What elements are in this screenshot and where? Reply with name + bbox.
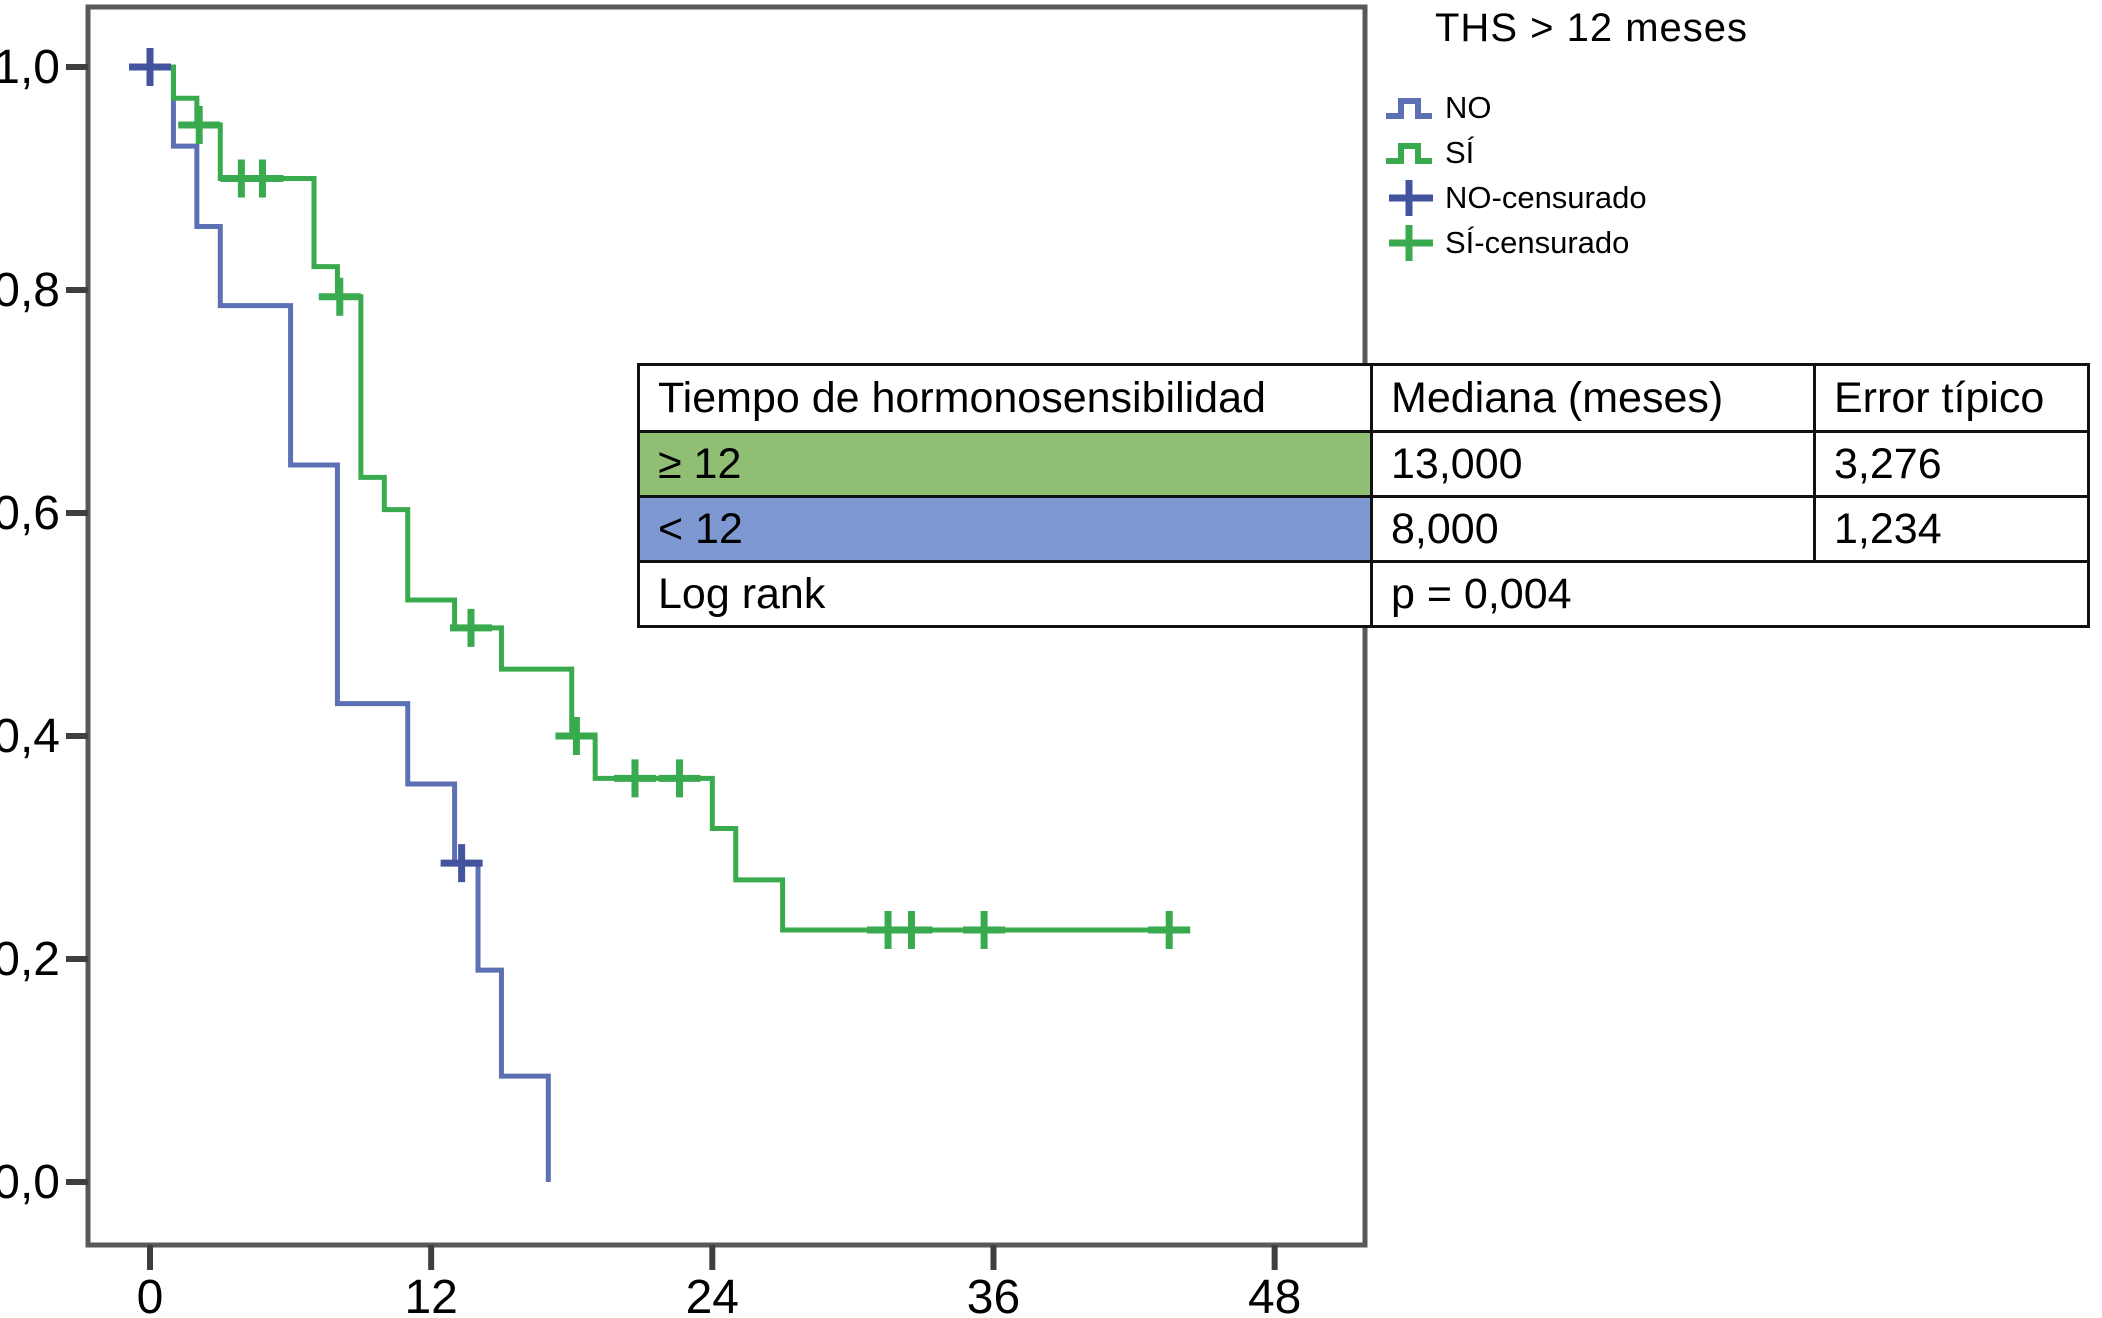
header-mediana: Mediana (meses) — [1370, 363, 1816, 433]
censor-mark-sí — [963, 911, 1006, 950]
y-tick-label: 0,0 — [0, 1156, 60, 1209]
x-tick-label: 24 — [686, 1271, 739, 1318]
x-tick-label: 12 — [404, 1271, 457, 1318]
group-ge12-error: 3,276 — [1813, 430, 2090, 498]
censor-mark-no — [129, 48, 171, 86]
header-ths: Tiempo de hormonosensibilidad — [637, 363, 1373, 433]
table-row-logrank: Log rank p = 0,004 — [637, 560, 2090, 628]
censor-mark-sí — [178, 105, 221, 144]
legend-item-si-censored: SÍ-censurado — [1383, 220, 1943, 265]
group-lt12-label: < 12 — [637, 495, 1373, 563]
table-row-lt12: < 12 8,000 1,234 — [637, 495, 2090, 563]
censor-mark-sí — [318, 277, 361, 316]
censor-mark-sí — [1148, 911, 1191, 950]
step-line-icon — [1386, 142, 1432, 164]
plus-censor-icon — [1389, 179, 1433, 216]
survival-curve-sí — [150, 64, 1181, 933]
legend-item-label: SÍ-censurado — [1445, 224, 1630, 260]
legend-item-label: NO-censurado — [1445, 179, 1647, 215]
legend-item-no: NO — [1383, 85, 1943, 130]
plus-censor-icon — [1389, 224, 1433, 261]
x-tick-label: 48 — [1248, 1271, 1301, 1318]
survival-curve-no — [150, 64, 551, 1182]
x-tick-label: 0 — [137, 1271, 164, 1318]
legend-item-label: SÍ — [1445, 134, 1475, 170]
censor-mark-no — [440, 844, 483, 883]
table-header-row: Tiempo de hormonosensibilidad Mediana (m… — [637, 363, 2090, 433]
legend: THS > 12 meses NO SÍ NO-censurado SÍ-cen… — [1383, 6, 1943, 265]
group-lt12-error: 1,234 — [1813, 495, 2090, 563]
y-axis: 1,0 0,8 0,6 0,4 0,2 0,0 — [0, 41, 88, 1209]
legend-title: THS > 12 meses — [1435, 6, 1749, 50]
step-line-icon — [1386, 97, 1432, 119]
censor-mark-sí — [241, 159, 284, 198]
y-tick-label: 0,6 — [0, 487, 60, 540]
y-tick-label: 1,0 — [0, 41, 60, 94]
legend-item-no-censored: NO-censurado — [1383, 175, 1943, 220]
logrank-p-value: p = 0,004 — [1370, 560, 2090, 628]
legend-item-label: NO — [1445, 89, 1492, 125]
censor-mark-sí — [614, 759, 657, 798]
table-row-ge12: ≥ 12 13,000 3,276 — [637, 430, 2090, 498]
group-ge12-label: ≥ 12 — [637, 430, 1373, 498]
survival-curves — [150, 64, 1181, 1182]
header-error: Error típico — [1813, 363, 2090, 433]
y-tick-label: 0,4 — [0, 710, 60, 763]
legend-item-si: SÍ — [1383, 130, 1943, 175]
censor-mark-sí — [658, 759, 701, 798]
censor-mark-sí — [890, 911, 933, 950]
censor-marks — [129, 48, 1191, 950]
x-axis: 0 12 24 36 48 — [137, 1245, 1301, 1318]
censor-mark-sí — [449, 608, 492, 647]
group-lt12-mediana: 8,000 — [1370, 495, 1816, 563]
results-table: Tiempo de hormonosensibilidad Mediana (m… — [637, 363, 2090, 628]
logrank-label: Log rank — [637, 560, 1373, 628]
x-tick-label: 36 — [967, 1271, 1020, 1318]
group-ge12-mediana: 13,000 — [1370, 430, 1816, 498]
y-tick-label: 0,8 — [0, 264, 60, 317]
y-tick-label: 0,2 — [0, 933, 60, 986]
censor-mark-sí — [555, 717, 598, 755]
